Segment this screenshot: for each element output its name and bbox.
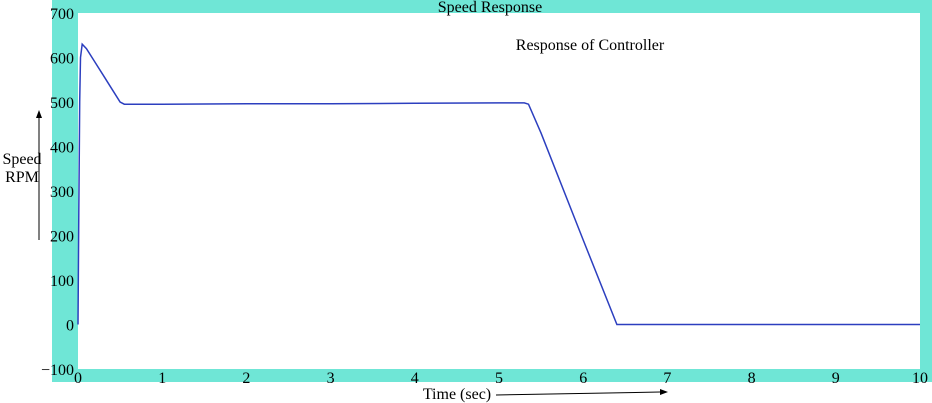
y-tick-label: 100 [50,273,74,290]
y-axis-tick-labels: 700 600 500 400 300 200 100 0 −100 [41,6,74,379]
y-tick-label: 600 [50,51,74,68]
chart-annotation: Response of Controller [516,37,665,54]
x-tick-label: 2 [242,370,250,387]
y-tick-label: −100 [41,362,74,379]
y-tick-label: 500 [50,95,74,112]
x-tick-label: 8 [748,370,756,387]
x-tick-label: 6 [579,370,587,387]
series-layer [77,42,920,326]
y-axis-arrow [36,110,42,240]
chart-title: Speed Response [438,0,542,16]
x-tick-label: 4 [411,370,419,387]
y-tick-label: 0 [66,318,74,335]
x-tick-label: 9 [832,370,840,387]
speed-series-line [77,42,920,326]
x-tick-label: 0 [74,370,82,387]
x-axis-label: Time (sec) [423,386,491,403]
y-axis-label-line2: RPM [5,169,39,186]
y-tick-label: 200 [50,229,74,246]
x-tick-label: 10 [912,370,928,387]
x-tick-label: 3 [327,370,335,387]
x-tick-label: 7 [663,370,671,387]
y-tick-label: 700 [50,6,74,23]
x-tick-label: 5 [495,370,503,387]
x-tick-label: 1 [158,370,166,387]
y-tick-label: 300 [50,184,74,201]
y-axis-label-line1: Speed [2,151,41,168]
x-axis-arrow [495,389,668,396]
plot-area [78,13,920,369]
y-tick-label: 400 [50,140,74,157]
x-axis-tick-labels: 0 1 2 3 4 5 6 7 8 9 10 [74,370,928,387]
